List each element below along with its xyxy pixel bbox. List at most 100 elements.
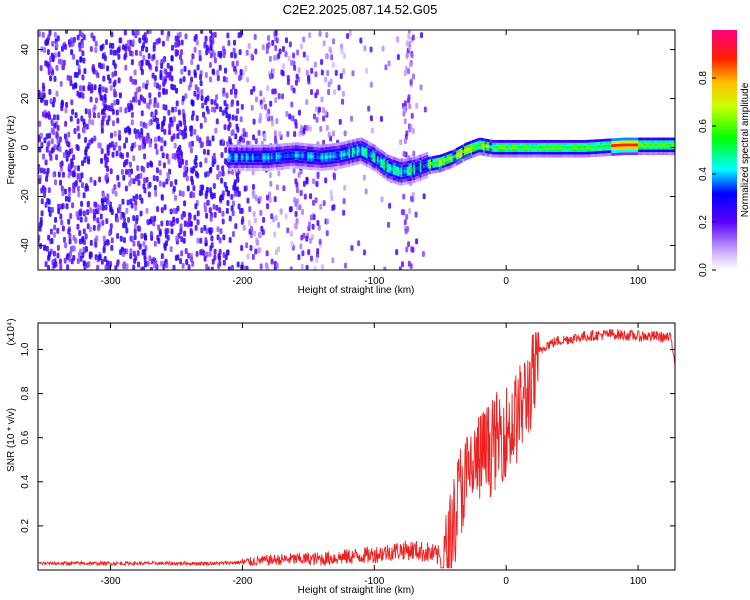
spectrogram-signal-cell (604, 153, 608, 157)
spectrogram-signal-cell (636, 143, 639, 147)
spectrogram-noise-cell (302, 128, 306, 135)
spectrogram-noise-cell (49, 98, 53, 105)
spectrogram-noise-cell (111, 71, 115, 78)
spectrogram-noise-cell (240, 207, 244, 214)
spectrogram-signal-cell (381, 165, 384, 169)
spectrogram-signal-cell (261, 153, 264, 157)
spectrogram-signal-cell (509, 140, 513, 143)
spectrogram-signal-cell (432, 155, 435, 159)
spectrogram-signal-cell (345, 140, 348, 144)
spectrogram-signal-cell (530, 145, 533, 149)
spectrogram-signal-cell (449, 162, 452, 166)
spectrogram-signal-cell (490, 148, 494, 152)
spectrogram-noise-cell (123, 142, 127, 149)
spectrogram-noise-cell (143, 234, 147, 241)
spectrogram-noise-cell (237, 32, 241, 39)
spectrogram-noise-cell (233, 179, 237, 186)
spectrogram-signal-cell (459, 148, 462, 152)
spectrogram-signal-cell (641, 149, 644, 153)
spectrogram-signal-cell (429, 168, 432, 172)
spectrogram-signal-cell (267, 153, 270, 157)
spectrogram-signal-cell (584, 140, 587, 143)
spectrogram-noise-cell (380, 196, 384, 203)
spectrogram-noise-cell (140, 128, 144, 135)
spectrogram-signal-cell (484, 150, 487, 154)
spectrogram-signal-cell (383, 175, 386, 179)
spectrogram-signal-cell (551, 151, 554, 155)
spectrogram-signal-cell (595, 148, 598, 151)
spectrogram-signal-cell (582, 151, 585, 155)
spectrogram-noise-cell (329, 189, 333, 196)
spectrogram-noise-cell (88, 118, 92, 125)
spectrogram-signal-cell (351, 159, 354, 163)
spectrogram-signal-cell (418, 166, 421, 170)
spectrogram-noise-cell (253, 33, 257, 40)
spectrogram-noise-cell (118, 134, 122, 141)
spectrogram-signal-cell (307, 161, 310, 164)
spectrogram-signal-cell (321, 144, 324, 148)
spectrogram-signal-cell (476, 144, 479, 148)
spectrogram-signal-cell (375, 160, 378, 164)
spectrogram-noise-cell (40, 198, 44, 205)
spectrogram-signal-cell (327, 146, 331, 150)
spectrogram-signal-cell (495, 140, 498, 143)
spectrogram-signal-cell (639, 152, 642, 156)
spectrogram-signal-cell (297, 151, 301, 155)
spectrogram-signal-cell (603, 153, 606, 157)
spectrogram-signal-cell (312, 158, 315, 162)
spectrogram-signal-cell (590, 154, 593, 158)
spectrogram-signal-cell (364, 154, 367, 158)
spectrogram-signal-cell (462, 155, 465, 159)
spectrogram-noise-cell (369, 81, 373, 88)
spectrogram-noise-cell (139, 172, 143, 179)
spectrogram-signal-cell (288, 142, 291, 146)
spectrogram-signal-cell (301, 142, 304, 146)
spectrogram-noise-cell (212, 192, 216, 199)
spectrogram-signal-cell (410, 163, 413, 167)
spectrogram-signal-cell (266, 159, 269, 163)
spectrogram-noise-cell (84, 216, 88, 223)
spectrogram-noise-cell (327, 81, 331, 88)
spectrogram-signal-cell (245, 147, 248, 151)
spectrogram-signal-cell (671, 140, 674, 144)
spectrogram-noise-cell (49, 228, 53, 235)
spectrogram-signal-cell (289, 154, 293, 158)
spectrogram-signal-cell (251, 153, 255, 157)
spectrogram-signal-cell (418, 157, 421, 161)
spectrogram-signal-cell (671, 152, 674, 156)
spectrogram-signal-cell (446, 160, 449, 164)
spectrogram-signal-cell (266, 162, 269, 166)
spectrogram-signal-cell (524, 142, 527, 146)
spectrogram-signal-cell (574, 154, 578, 158)
spectrogram-signal-cell (419, 160, 422, 164)
spectrogram-signal-cell (364, 157, 367, 161)
spectrogram-noise-cell (357, 240, 361, 247)
spectrogram-noise-cell (100, 157, 104, 164)
spectrogram-signal-cell (395, 181, 399, 185)
spectrogram-noise-cell (196, 237, 200, 244)
spectrogram-noise-cell (205, 263, 209, 270)
spectrogram-signal-cell (297, 154, 301, 158)
spectrogram-signal-cell (245, 153, 248, 157)
spectrogram-signal-cell (378, 169, 381, 172)
spectrogram-signal-cell (270, 147, 274, 151)
spectrogram-noise-cell (294, 211, 298, 218)
spectrogram-signal-cell (416, 164, 419, 168)
spectrogram-noise-cell (56, 137, 60, 144)
spectrogram-signal-cell (378, 166, 381, 170)
spectrogram-signal-cell (407, 158, 410, 161)
spectrogram-noise-cell (56, 124, 60, 131)
spectrogram-noise-cell (79, 216, 83, 223)
spectrogram-signal-cell (532, 142, 535, 146)
spectrogram-noise-cell (187, 69, 191, 76)
spectrogram-noise-cell (212, 182, 216, 189)
spectrogram-signal-cell (584, 151, 587, 155)
spectrogram-signal-cell (459, 146, 462, 149)
spectrogram-signal-cell (329, 152, 332, 156)
spectrogram-noise-cell (58, 58, 62, 65)
spectrogram-signal-cell (275, 149, 278, 153)
spectrogram-noise-cell (41, 153, 45, 160)
spectrogram-signal-cell (258, 162, 261, 166)
spectrogram-noise-cell (218, 237, 222, 244)
spectrogram-noise-cell (219, 52, 223, 59)
